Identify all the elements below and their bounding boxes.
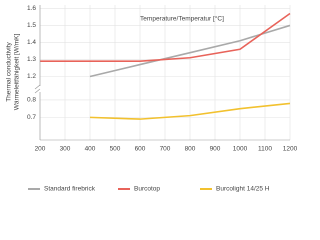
- y-tick-label: 0.7: [27, 114, 36, 121]
- legend-label: Standard firebrick: [44, 186, 96, 193]
- x-tick-label: 400: [85, 146, 96, 153]
- legend-label: Burcotop: [134, 186, 160, 193]
- x-tick-label: 800: [185, 146, 196, 153]
- legend-label: Burcolight 14/25 H: [216, 186, 270, 193]
- y-tick-label: 1.5: [27, 22, 36, 29]
- plot: [40, 12, 291, 120]
- x-tick-label: 700: [160, 146, 171, 153]
- axis-break: [34, 84, 41, 94]
- x-tick-label: 500: [110, 146, 121, 153]
- series-line: [40, 12, 291, 62]
- series-line: [89, 24, 291, 78]
- y-tick-label: 0.8: [27, 97, 36, 104]
- grid: [39, 5, 291, 140]
- y-axis-label: Thermal conductivity: [6, 41, 13, 101]
- x-axis-label: Temperature/Temperatur [°C]: [140, 15, 224, 23]
- x-tick-label: 200: [35, 146, 46, 153]
- x-tick-label: 1100: [258, 146, 272, 153]
- y-tick-label: 1.3: [27, 56, 36, 63]
- y-tick-label: 1.4: [27, 39, 36, 46]
- y-tick-label: 1.6: [27, 5, 36, 12]
- series-line: [89, 102, 291, 120]
- y-tick-label: 1.2: [27, 73, 36, 80]
- x-tick-label: 1200: [283, 146, 298, 153]
- x-tick-label: 1000: [233, 146, 248, 153]
- x-tick-label: 600: [135, 146, 146, 153]
- x-tick-label: 300: [60, 146, 71, 153]
- y-axis-label: Wärmeleitfähigkeit [W/mK]: [14, 34, 21, 111]
- x-tick-label: 900: [210, 146, 221, 153]
- chart: Temperature/Temperatur [°C] Thermal cond…: [6, 5, 298, 193]
